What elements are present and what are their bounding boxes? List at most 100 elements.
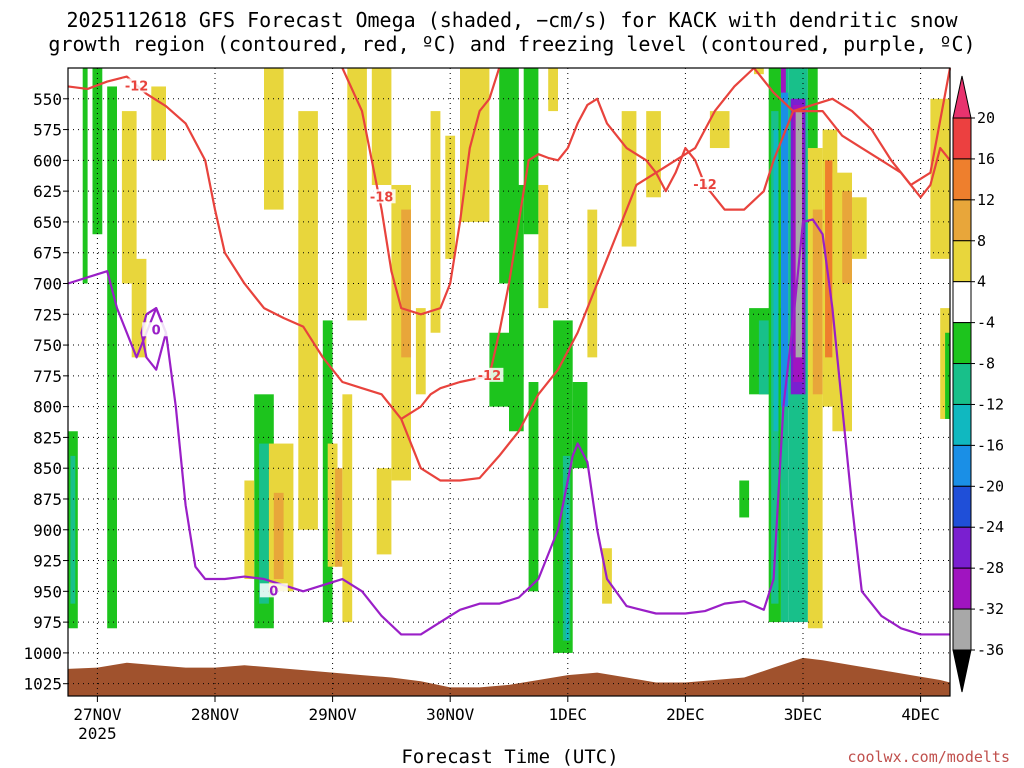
y-tick-label: 900 bbox=[33, 521, 62, 540]
colorbar-tick-label: 4 bbox=[977, 273, 986, 291]
omega-cell bbox=[335, 468, 342, 567]
omega-cell bbox=[774, 130, 779, 432]
omega-cell bbox=[416, 308, 426, 394]
omega-cell bbox=[573, 382, 588, 468]
x-tick-year-label: 2025 bbox=[78, 724, 117, 743]
x-axis-label: Forecast Time (UTC) bbox=[401, 746, 618, 768]
colorbar-tick-label: -8 bbox=[977, 355, 995, 373]
colorbar-tick-label: -28 bbox=[977, 559, 1004, 577]
y-tick-label: 850 bbox=[33, 459, 62, 478]
x-tick-label: 30NOV bbox=[426, 705, 475, 724]
y-tick-label: 725 bbox=[33, 305, 62, 324]
credit-text[interactable]: coolwx.com/modelts bbox=[847, 748, 1010, 766]
colorbar-segment bbox=[953, 609, 971, 650]
colorbar-segment bbox=[953, 282, 971, 323]
omega-cell bbox=[566, 505, 569, 640]
colorbar-tick-label: -4 bbox=[977, 314, 995, 332]
colorbar-tick-label: -24 bbox=[977, 518, 1004, 536]
omega-cell bbox=[377, 468, 392, 554]
omega-cell bbox=[852, 197, 867, 259]
omega-cell bbox=[842, 191, 852, 283]
dgz-contour-label: -18 bbox=[370, 190, 394, 205]
omega-cell bbox=[739, 481, 749, 518]
omega-cell bbox=[264, 68, 284, 210]
y-axis: 550 575 600 625 650 675 700 725 750 775 800 825 850 8… bbox=[23, 90, 68, 694]
colorbar-segment bbox=[953, 568, 971, 609]
omega-cell bbox=[646, 111, 661, 197]
omega-cell bbox=[538, 185, 548, 308]
freezing-contour-label: 0 bbox=[152, 323, 161, 338]
omega-cell bbox=[808, 68, 818, 160]
colorbar-segment bbox=[953, 159, 971, 200]
y-tick-label: 1025 bbox=[23, 675, 62, 694]
omega-cell bbox=[83, 68, 88, 283]
omega-cell bbox=[122, 111, 137, 283]
omega-timeseries-chart: 2025112618 GFS Forecast Omega (shaded, −… bbox=[0, 0, 1024, 768]
omega-cell bbox=[548, 68, 558, 111]
freezing-contour-label: 0 bbox=[269, 584, 278, 599]
colorbar-segment bbox=[953, 200, 971, 241]
colorbar-tick-label: 20 bbox=[977, 109, 995, 127]
colorbar-segment bbox=[953, 445, 971, 486]
x-tick-label: 28NOV bbox=[191, 705, 240, 724]
colorbar-tick-label: 12 bbox=[977, 191, 995, 209]
omega-cell bbox=[93, 68, 103, 234]
omega-cell bbox=[509, 185, 524, 431]
dgz-contour-label: -12 bbox=[125, 79, 149, 94]
omega-cell bbox=[372, 68, 392, 185]
omega-cell bbox=[298, 111, 318, 530]
colorbar-top-arrow bbox=[953, 76, 971, 118]
colorbar-tick-label: -16 bbox=[977, 436, 1004, 454]
dgz-contour-label: -12 bbox=[693, 178, 717, 193]
chart-title-line1: 2025112618 GFS Forecast Omega (shaded, −… bbox=[66, 8, 958, 32]
omega-cell bbox=[524, 68, 539, 234]
y-tick-label: 625 bbox=[33, 182, 62, 201]
dgz-contour-label: -12 bbox=[478, 369, 502, 384]
omega-cell bbox=[347, 68, 367, 320]
omega-cell bbox=[107, 86, 117, 628]
omega-cell bbox=[529, 382, 539, 591]
colorbar-segment bbox=[953, 364, 971, 405]
y-tick-label: 950 bbox=[33, 582, 62, 601]
y-tick-label: 775 bbox=[33, 367, 62, 386]
omega-cell bbox=[945, 333, 950, 419]
colorbar-tick-label: 16 bbox=[977, 150, 995, 168]
y-tick-label: 1000 bbox=[23, 644, 62, 663]
omega-cell bbox=[781, 68, 786, 93]
x-tick-label: 27NOV bbox=[73, 705, 122, 724]
colorbar-tick-label: 8 bbox=[977, 232, 986, 250]
colorbar-tick-label: -36 bbox=[977, 641, 1004, 659]
y-tick-label: 650 bbox=[33, 213, 62, 232]
y-tick-label: 575 bbox=[33, 121, 62, 140]
y-tick-label: 675 bbox=[33, 244, 62, 263]
x-tick-label: 29NOV bbox=[309, 705, 358, 724]
omega-cell bbox=[401, 210, 411, 358]
y-tick-label: 825 bbox=[33, 428, 62, 447]
omega-cell bbox=[274, 493, 284, 579]
x-tick-label: 2DEC bbox=[666, 705, 705, 724]
x-tick-label: 1DEC bbox=[549, 705, 588, 724]
colorbar-tick-label: -32 bbox=[977, 600, 1004, 618]
x-tick-label: 3DEC bbox=[784, 705, 823, 724]
y-tick-label: 600 bbox=[33, 151, 62, 170]
colorbar-segment bbox=[953, 527, 971, 568]
colorbar-segment bbox=[953, 486, 971, 527]
y-tick-label: 550 bbox=[33, 90, 62, 109]
y-tick-label: 975 bbox=[33, 613, 62, 632]
colorbar-bottom-arrow bbox=[953, 650, 971, 692]
x-axis: 27NOV 28NOV 29NOV 30NOV 1DEC 2DEC 3DEC 4DEC 2025 bbox=[73, 696, 940, 743]
colorbar-tick-label: -12 bbox=[977, 395, 1004, 413]
y-tick-label: 800 bbox=[33, 398, 62, 417]
colorbar-segment bbox=[953, 241, 971, 282]
y-tick-label: 875 bbox=[33, 490, 62, 509]
y-tick-label: 750 bbox=[33, 336, 62, 355]
omega-cell bbox=[244, 481, 254, 580]
omega-cell bbox=[622, 111, 637, 246]
omega-cell bbox=[342, 394, 352, 622]
y-tick-label: 700 bbox=[33, 274, 62, 293]
colorbar-segment bbox=[953, 118, 971, 159]
omega-cell bbox=[460, 68, 489, 222]
colorbar-segment bbox=[953, 323, 971, 364]
colorbar-segment bbox=[953, 404, 971, 445]
omega-cell bbox=[445, 136, 455, 259]
